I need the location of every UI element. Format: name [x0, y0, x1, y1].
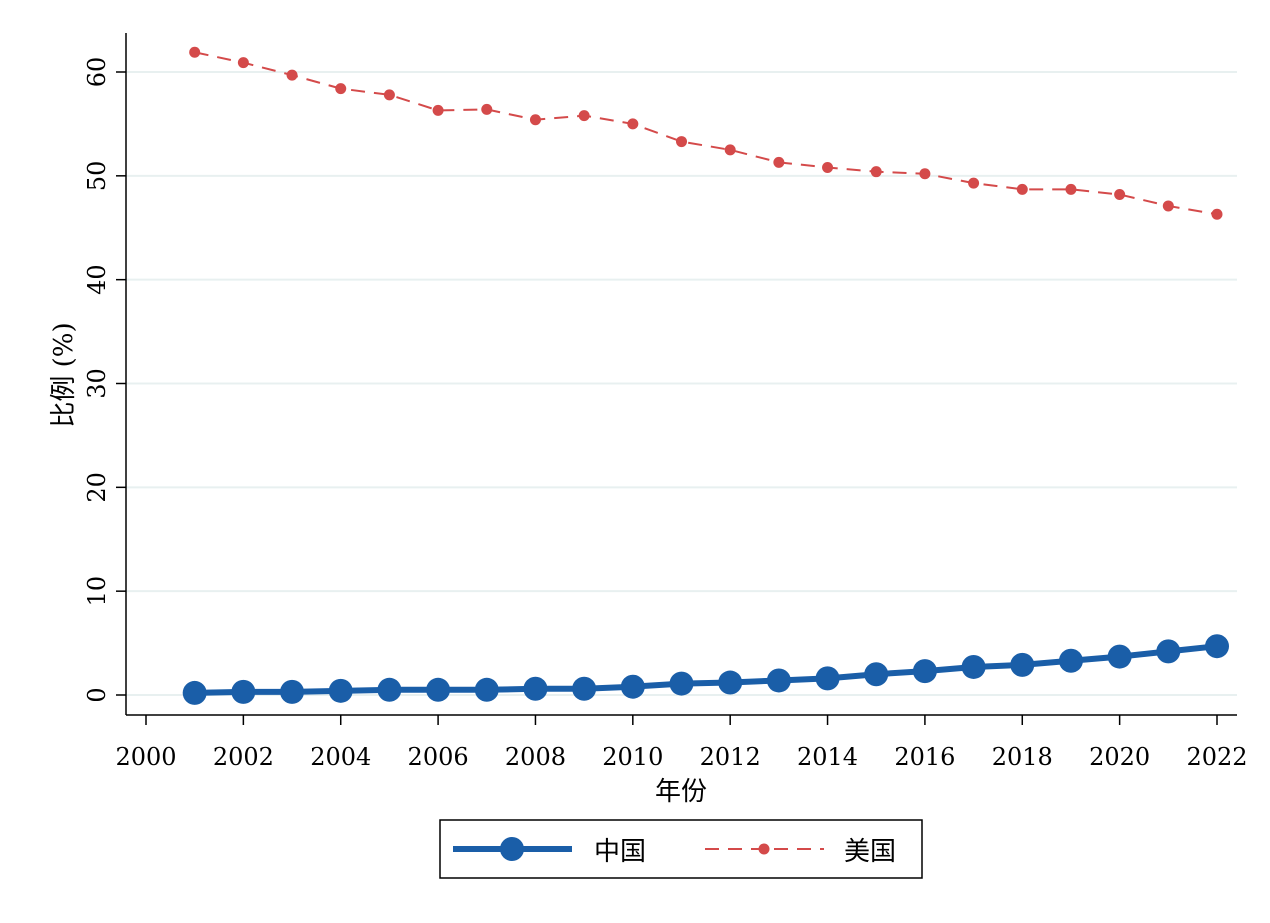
- data-point-us: [237, 57, 249, 69]
- x-tick-label: 2000: [115, 743, 176, 771]
- legend: 中国 美国: [439, 819, 923, 879]
- legend-label-china: 中国: [594, 837, 646, 867]
- x-tick-label: 2002: [213, 743, 274, 771]
- x-tick-label: 2022: [1186, 743, 1247, 771]
- data-point-china: [864, 662, 889, 687]
- data-point-china: [718, 670, 743, 695]
- data-point-china: [182, 680, 207, 705]
- legend-marker-china: [500, 837, 524, 861]
- data-point-china: [912, 659, 937, 684]
- data-point-china: [1156, 639, 1181, 664]
- legend-marker-us: [758, 843, 770, 855]
- data-point-us: [335, 83, 347, 95]
- data-point-china: [1058, 648, 1083, 673]
- legend-label-us: 美国: [844, 837, 896, 867]
- series-line-us: [194, 51, 1218, 216]
- x-tick-label: 2006: [408, 743, 469, 771]
- data-point-us: [383, 89, 395, 101]
- series-line-china: [194, 643, 1218, 696]
- data-point-us: [1211, 208, 1223, 220]
- data-point-china: [426, 677, 451, 702]
- data-point-china: [280, 679, 305, 704]
- data-point-china: [328, 678, 353, 703]
- data-point-china: [377, 677, 402, 702]
- x-tick-label: 2010: [602, 743, 663, 771]
- data-point-us: [1162, 200, 1174, 212]
- data-point-us: [627, 118, 639, 130]
- data-point-us: [870, 166, 882, 178]
- data-point-china: [572, 676, 597, 701]
- data-point-us: [968, 177, 980, 189]
- y-tick-label: 20: [83, 472, 111, 503]
- data-point-china: [669, 671, 694, 696]
- data-point-china: [1205, 634, 1229, 659]
- data-point-us: [1114, 189, 1126, 201]
- data-point-us: [822, 162, 834, 174]
- data-point-us: [189, 46, 201, 58]
- y-tick-label: 30: [83, 368, 111, 399]
- data-point-china: [766, 668, 791, 693]
- data-point-china: [523, 676, 548, 701]
- data-point-china: [231, 679, 256, 704]
- data-point-us: [773, 156, 785, 168]
- data-point-china: [1107, 644, 1132, 669]
- data-point-us: [1065, 183, 1077, 195]
- y-tick-label: 40: [83, 264, 111, 295]
- y-axis-label: 比例 (%): [49, 322, 79, 427]
- data-point-us: [286, 69, 298, 81]
- y-tick-label: 50: [83, 161, 111, 192]
- data-point-us: [1016, 183, 1028, 195]
- data-point-us: [529, 114, 541, 126]
- x-tick-label: 2018: [992, 743, 1053, 771]
- data-point-china: [1010, 652, 1035, 677]
- x-tick-label: 2016: [894, 743, 955, 771]
- data-point-china: [474, 677, 499, 702]
- data-point-us: [481, 103, 493, 115]
- data-point-us: [578, 110, 590, 122]
- y-tick-label: 10: [83, 576, 111, 607]
- x-tick-label: 2004: [310, 743, 371, 771]
- y-tick-label: 0: [83, 687, 111, 702]
- data-point-china: [815, 666, 840, 691]
- data-point-china: [620, 674, 645, 699]
- data-point-us: [919, 168, 931, 180]
- data-point-china: [961, 654, 986, 679]
- x-tick-label: 2014: [797, 743, 858, 771]
- x-tick-label: 2008: [505, 743, 566, 771]
- x-tick-label: 2012: [700, 743, 761, 771]
- x-tick-label: 2020: [1089, 743, 1150, 771]
- data-point-us: [724, 144, 736, 156]
- x-axis-label: 年份: [655, 777, 707, 807]
- data-point-us: [432, 104, 444, 116]
- y-tick-label: 60: [83, 57, 111, 88]
- data-point-us: [676, 136, 687, 148]
